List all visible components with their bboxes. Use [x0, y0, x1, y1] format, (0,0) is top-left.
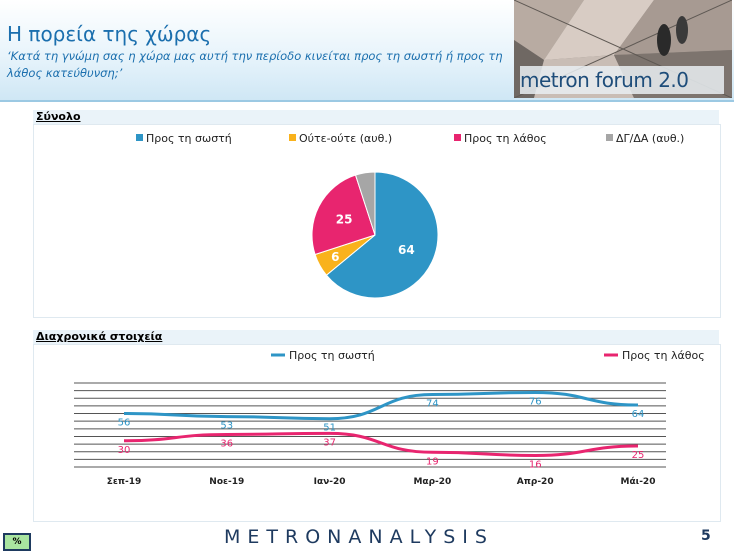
legend-label: Προς τη σωστή	[289, 349, 375, 362]
legend-swatch	[454, 134, 461, 141]
legend-label: Ούτε-ούτε (αυθ.)	[299, 132, 392, 145]
data-label: 30	[118, 445, 131, 456]
x-tick-label: Μαρ-20	[413, 477, 451, 487]
pie-slice	[325, 171, 439, 299]
legend-swatch	[136, 134, 143, 141]
data-label: 53	[220, 421, 233, 432]
total-section-header	[33, 110, 719, 124]
header-banner: Η πορεία της χώρας ‘Κατά τη γνώμη σας η …	[0, 0, 734, 102]
legend-swatch	[606, 134, 613, 141]
trend-section-label: Διαχρονικά στοιχεία	[36, 330, 163, 343]
legend-label: Προς τη λάθος	[464, 132, 547, 145]
data-label: 74	[426, 399, 439, 410]
forum-banner-image: metron forum 2.0	[514, 0, 732, 98]
metron-analysis-logo: METRONANALYSIS	[224, 526, 494, 548]
data-label: 51	[323, 423, 336, 434]
pie-chart: Προς τη σωστή Ούτε-ούτε (αυθ.) Προς τη λάθ…	[136, 132, 684, 299]
total-section-label: Σύνολο	[36, 110, 81, 123]
legend-label: Προς τη σωστή	[146, 132, 232, 145]
data-label: 56	[118, 417, 131, 428]
x-tick-label: Ιαν-20	[314, 477, 346, 487]
data-label: 16	[529, 459, 542, 470]
x-tick-label: Μάι-20	[621, 477, 656, 487]
data-label: 36	[220, 438, 233, 449]
data-label: 19	[426, 456, 439, 467]
pie-data-label: 25	[336, 212, 353, 226]
legend-label: Προς τη λάθος	[622, 349, 705, 362]
x-tick-label: Απρ-20	[517, 477, 554, 487]
question-text: ‘Κατά τη γνώμη σας η χώρα μας αυτή την π…	[7, 49, 503, 80]
banner-logo-text: metron forum 2.0	[520, 68, 689, 92]
pie-slice	[354, 171, 376, 236]
pie-chart-panel: Προς τη σωστή Ούτε-ούτε (αυθ.) Προς τη λάθ…	[33, 124, 721, 318]
pie-data-label: 6	[331, 250, 339, 264]
banner-photo-graphic	[514, 0, 732, 98]
legend-label: ΔΓ/ΔΑ (αυθ.)	[616, 132, 684, 145]
page-number: 5	[701, 528, 711, 544]
percent-badge: %	[3, 533, 31, 551]
line-chart: Προς τη σωστή Προς τη λάθος Σεπ-19 Νοε-19 Ια…	[74, 349, 705, 487]
x-tick-label: Νοε-19	[209, 477, 244, 487]
trend-section-header	[33, 330, 719, 344]
data-label: 64	[632, 409, 645, 420]
series-line	[123, 431, 639, 457]
data-label: 25	[632, 450, 645, 461]
data-label: 76	[529, 396, 542, 407]
x-tick-label: Σεπ-19	[107, 477, 142, 487]
pie-data-label: 64	[398, 243, 415, 257]
legend-swatch	[289, 134, 296, 141]
data-label: 37	[323, 437, 336, 448]
page-title: Η πορεία της χώρας	[7, 22, 212, 46]
line-chart-panel: Προς τη σωστή Προς τη λάθος Σεπ-19 Νοε-19 Ια…	[33, 344, 721, 522]
series-line	[123, 390, 639, 421]
pie-slice	[311, 174, 376, 256]
